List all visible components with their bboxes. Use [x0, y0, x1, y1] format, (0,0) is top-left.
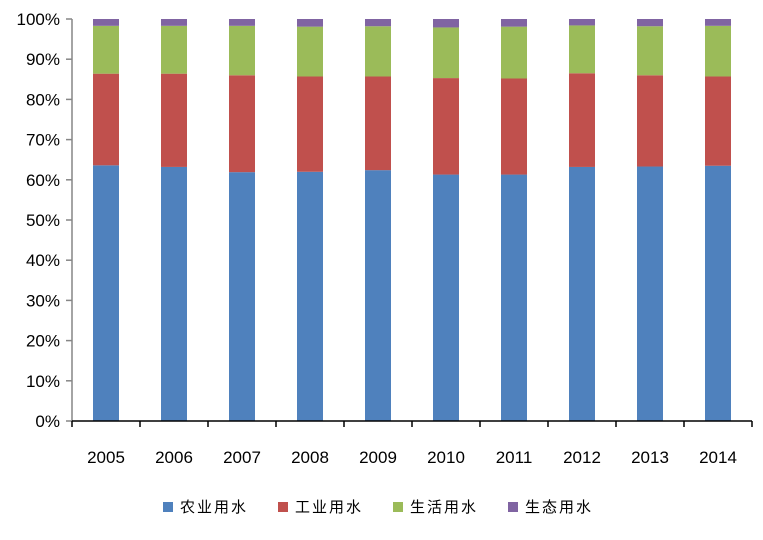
x-tick-label: 2009 — [359, 448, 397, 467]
x-tick-label: 2010 — [427, 448, 465, 467]
bar-segment-2008-series-4 — [297, 19, 323, 27]
legend: 农业用水 工业用水 生活用水 生态用水 — [163, 498, 593, 516]
x-tick-label: 2013 — [631, 448, 669, 467]
legend-swatch-series-3 — [393, 502, 403, 512]
bar-segment-2005-series-3 — [93, 25, 119, 74]
bar-segment-2010-series-4 — [433, 19, 459, 28]
legend-label-series-1: 农业用水 — [180, 498, 248, 516]
bar-segment-2014-series-1 — [705, 165, 731, 421]
y-tick-label: 0% — [35, 412, 60, 431]
x-tick-label: 2007 — [223, 448, 261, 467]
bar-segment-2013-series-4 — [637, 19, 663, 27]
bar-segment-2006-series-4 — [161, 19, 187, 26]
y-tick-label: 80% — [26, 90, 60, 109]
bar-segment-2009-series-1 — [365, 170, 391, 421]
bar-segment-2014-series-4 — [705, 19, 731, 26]
x-tick-label: 2012 — [563, 448, 601, 467]
plot-area — [93, 19, 731, 421]
y-tick-label: 60% — [26, 171, 60, 190]
legend-label-series-4: 生态用水 — [525, 498, 593, 516]
y-tick-label: 100% — [17, 10, 60, 29]
bar-segment-2008-series-3 — [297, 26, 323, 77]
y-tick-label: 30% — [26, 291, 60, 310]
bar-segment-2012-series-2 — [569, 73, 595, 167]
legend-label-series-2: 工业用水 — [295, 498, 363, 516]
bar-segment-2013-series-2 — [637, 75, 663, 167]
bar-segment-2014-series-2 — [705, 76, 731, 166]
bar-segment-2012-series-4 — [569, 19, 595, 26]
bar-segment-2011-series-2 — [501, 78, 527, 175]
bar-segment-2006-series-1 — [161, 166, 187, 421]
bar-segment-2010-series-1 — [433, 174, 459, 421]
legend-label-series-3: 生活用水 — [410, 498, 478, 516]
y-tick-label: 90% — [26, 50, 60, 69]
bar-segment-2009-series-3 — [365, 26, 391, 77]
bar-segment-2005-series-1 — [93, 165, 119, 421]
legend-swatch-series-1 — [163, 502, 173, 512]
legend-swatch-series-4 — [508, 502, 518, 512]
bar-segment-2011-series-1 — [501, 174, 527, 421]
y-tick-label: 40% — [26, 251, 60, 270]
x-tick-label: 2005 — [87, 448, 125, 467]
x-tick-label: 2006 — [155, 448, 193, 467]
bar-segment-2012-series-1 — [569, 166, 595, 421]
bar-segment-2006-series-3 — [161, 25, 187, 74]
bar-segment-2007-series-4 — [229, 19, 255, 26]
bar-segment-2011-series-3 — [501, 26, 527, 79]
legend-swatch-series-2 — [278, 502, 288, 512]
y-tick-label: 70% — [26, 131, 60, 150]
x-tick-label: 2008 — [291, 448, 329, 467]
bar-segment-2008-series-1 — [297, 171, 323, 421]
bar-segment-2013-series-1 — [637, 166, 663, 421]
bar-segment-2005-series-2 — [93, 73, 119, 166]
y-tick-label: 50% — [26, 211, 60, 230]
bar-segment-2009-series-4 — [365, 19, 391, 27]
y-tick-label: 20% — [26, 332, 60, 351]
bar-segment-2014-series-3 — [705, 25, 731, 77]
bar-segment-2005-series-4 — [93, 19, 119, 26]
y-tick-label: 10% — [26, 372, 60, 391]
bar-segment-2006-series-2 — [161, 73, 187, 167]
bar-segment-2011-series-4 — [501, 19, 527, 27]
x-tick-label: 2011 — [496, 448, 533, 467]
bar-segment-2009-series-2 — [365, 76, 391, 171]
bar-segment-2010-series-2 — [433, 78, 459, 175]
bar-segment-2008-series-2 — [297, 76, 323, 172]
bar-segment-2007-series-3 — [229, 25, 255, 76]
bar-segment-2013-series-3 — [637, 26, 663, 76]
bar-segment-2007-series-1 — [229, 172, 255, 421]
bar-segment-2007-series-2 — [229, 75, 255, 173]
axes: 0% 10% 20% 30% 40% 50% 60% 70% 80% 90% 100% 2005 200… — [17, 10, 753, 467]
bar-segment-2010-series-3 — [433, 27, 459, 79]
bar-segment-2012-series-3 — [569, 25, 595, 74]
x-tick-label: 2014 — [699, 448, 737, 467]
